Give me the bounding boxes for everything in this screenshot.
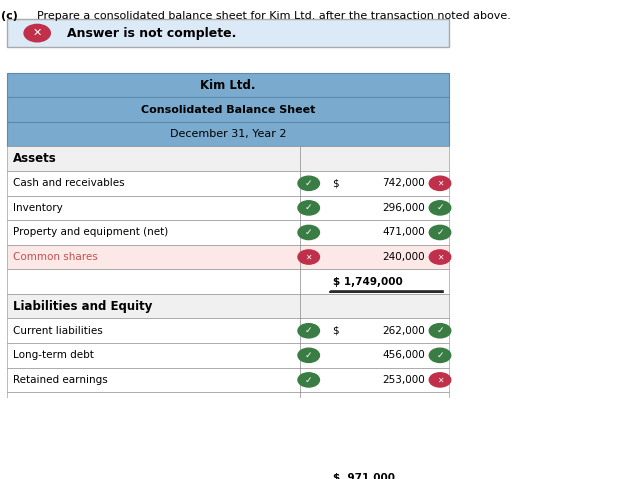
FancyBboxPatch shape: [7, 392, 449, 417]
Text: ✕: ✕: [306, 252, 312, 262]
Text: Property and equipment (net): Property and equipment (net): [13, 228, 168, 238]
Text: 456,000: 456,000: [383, 350, 425, 360]
Text: (c): (c): [1, 11, 18, 21]
Text: ✓: ✓: [305, 326, 312, 335]
Circle shape: [298, 250, 319, 264]
Text: Cash and receivables: Cash and receivables: [13, 178, 125, 188]
Circle shape: [24, 24, 50, 42]
Text: Kim Ltd.: Kim Ltd.: [201, 79, 256, 91]
Text: Answer is not complete.: Answer is not complete.: [67, 27, 237, 40]
Text: ✓: ✓: [305, 376, 312, 385]
Text: ✓: ✓: [305, 179, 312, 188]
FancyBboxPatch shape: [7, 73, 449, 97]
FancyBboxPatch shape: [7, 294, 449, 319]
Text: Consolidated Balance Sheet: Consolidated Balance Sheet: [141, 104, 315, 114]
Text: ✓: ✓: [305, 204, 312, 212]
Text: ✕: ✕: [32, 28, 42, 38]
Text: Assets: Assets: [13, 152, 57, 165]
Circle shape: [429, 373, 451, 387]
Circle shape: [429, 250, 451, 264]
Circle shape: [298, 201, 319, 215]
Circle shape: [429, 201, 451, 215]
FancyBboxPatch shape: [7, 122, 449, 147]
Text: ✓: ✓: [436, 228, 444, 237]
Text: Current liabilities: Current liabilities: [13, 326, 103, 336]
Text: Long-term debt: Long-term debt: [13, 350, 94, 360]
Text: ✕: ✕: [437, 376, 443, 385]
Text: Inventory: Inventory: [13, 203, 63, 213]
Text: Liabilities and Equity: Liabilities and Equity: [13, 300, 153, 313]
FancyBboxPatch shape: [7, 269, 449, 294]
Text: 296,000: 296,000: [383, 203, 425, 213]
FancyBboxPatch shape: [7, 195, 449, 220]
FancyBboxPatch shape: [7, 441, 449, 466]
Text: $ 1,749,000: $ 1,749,000: [333, 276, 402, 286]
FancyBboxPatch shape: [7, 171, 449, 195]
Text: ✓: ✓: [436, 326, 444, 335]
Circle shape: [298, 225, 319, 240]
Text: $  971,000: $ 971,000: [333, 473, 394, 479]
Text: 742,000: 742,000: [383, 178, 425, 188]
FancyBboxPatch shape: [7, 147, 449, 171]
Circle shape: [429, 348, 451, 363]
Circle shape: [298, 176, 319, 191]
Text: Retained earnings: Retained earnings: [13, 375, 108, 385]
Text: ✓: ✓: [436, 351, 444, 360]
Circle shape: [429, 324, 451, 338]
FancyBboxPatch shape: [7, 220, 449, 245]
Text: 240,000: 240,000: [383, 252, 425, 262]
Text: $: $: [333, 178, 339, 188]
Circle shape: [298, 348, 319, 363]
Text: 262,000: 262,000: [383, 326, 425, 336]
Text: ✓: ✓: [305, 228, 312, 237]
Text: Common shares: Common shares: [13, 252, 98, 262]
FancyBboxPatch shape: [7, 466, 449, 479]
FancyBboxPatch shape: [7, 343, 449, 367]
FancyBboxPatch shape: [7, 245, 449, 269]
Text: $: $: [333, 326, 339, 336]
Circle shape: [298, 324, 319, 338]
FancyBboxPatch shape: [7, 319, 449, 343]
Text: Prepare a consolidated balance sheet for Kim Ltd. after the transaction noted ab: Prepare a consolidated balance sheet for…: [37, 11, 511, 21]
FancyBboxPatch shape: [7, 367, 449, 392]
Text: ✓: ✓: [436, 204, 444, 212]
Circle shape: [429, 225, 451, 240]
Text: December 31, Year 2: December 31, Year 2: [170, 129, 286, 139]
FancyBboxPatch shape: [7, 19, 449, 47]
Text: ✓: ✓: [305, 351, 312, 360]
Text: ✕: ✕: [437, 252, 443, 262]
Circle shape: [429, 176, 451, 191]
Text: ✕: ✕: [437, 179, 443, 188]
FancyBboxPatch shape: [7, 417, 449, 441]
Text: 471,000: 471,000: [383, 228, 425, 238]
FancyBboxPatch shape: [7, 97, 449, 122]
Circle shape: [298, 373, 319, 387]
Text: 253,000: 253,000: [383, 375, 425, 385]
